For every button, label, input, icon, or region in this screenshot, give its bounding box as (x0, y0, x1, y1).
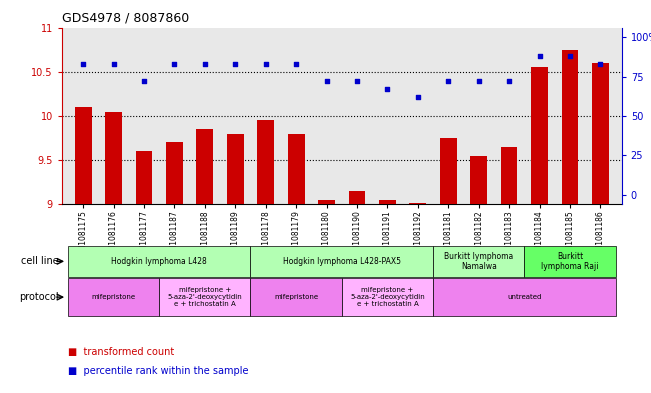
Text: mifepristone: mifepristone (274, 294, 318, 300)
Bar (166, 143, 183, 204)
Text: Burkitt lymphoma
Namalwa: Burkitt lymphoma Namalwa (444, 252, 514, 271)
Bar (197, 129, 214, 204)
Text: mifepristone +
5-aza-2'-deoxycytidin
e + trichostatin A: mifepristone + 5-aza-2'-deoxycytidin e +… (350, 287, 425, 307)
Point (534, 53, 545, 59)
Point (139, 78, 149, 84)
Bar (288, 134, 305, 204)
Bar (524, 246, 616, 277)
Point (260, 61, 271, 67)
Bar (159, 278, 251, 316)
Bar (68, 278, 159, 316)
Bar (105, 112, 122, 204)
Bar (501, 147, 518, 204)
Text: mifepristone: mifepristone (92, 294, 135, 300)
Text: untreated: untreated (507, 294, 542, 300)
Text: ■  transformed count: ■ transformed count (68, 347, 174, 357)
Point (230, 61, 240, 67)
Point (473, 78, 484, 84)
Bar (75, 107, 92, 204)
Bar (531, 67, 548, 204)
Text: Hodgkin lymphoma L428: Hodgkin lymphoma L428 (111, 257, 207, 266)
Text: Burkitt
lymphoma Raji: Burkitt lymphoma Raji (541, 252, 599, 271)
Bar (562, 50, 578, 204)
Point (169, 61, 180, 67)
Bar (433, 278, 616, 316)
Point (108, 61, 118, 67)
Text: GDS4978 / 8087860: GDS4978 / 8087860 (62, 12, 189, 25)
Bar (135, 151, 152, 204)
Bar (349, 191, 365, 204)
Point (504, 78, 514, 84)
Point (352, 78, 362, 84)
Point (443, 78, 454, 84)
Bar (68, 246, 251, 277)
Point (382, 86, 393, 92)
Bar (251, 278, 342, 316)
Text: ■  percentile rank within the sample: ■ percentile rank within the sample (68, 366, 249, 376)
Text: Hodgkin lymphoma L428-PAX5: Hodgkin lymphoma L428-PAX5 (283, 257, 401, 266)
Bar (440, 138, 456, 204)
Bar (592, 63, 609, 204)
Point (200, 61, 210, 67)
Bar (318, 200, 335, 204)
Bar (342, 278, 433, 316)
Point (595, 61, 605, 67)
Text: mifepristone +
5-aza-2'-deoxycytidin
e + trichostatin A: mifepristone + 5-aza-2'-deoxycytidin e +… (167, 287, 242, 307)
Text: cell line: cell line (21, 256, 59, 266)
Bar (227, 134, 243, 204)
Bar (379, 200, 396, 204)
Bar (433, 246, 524, 277)
Bar (257, 120, 274, 204)
Bar (409, 203, 426, 204)
Point (565, 53, 575, 59)
Bar (470, 156, 487, 204)
Text: protocol: protocol (19, 292, 59, 302)
Point (291, 61, 301, 67)
Bar (251, 246, 433, 277)
Point (413, 94, 423, 100)
Point (78, 61, 89, 67)
Point (322, 78, 332, 84)
